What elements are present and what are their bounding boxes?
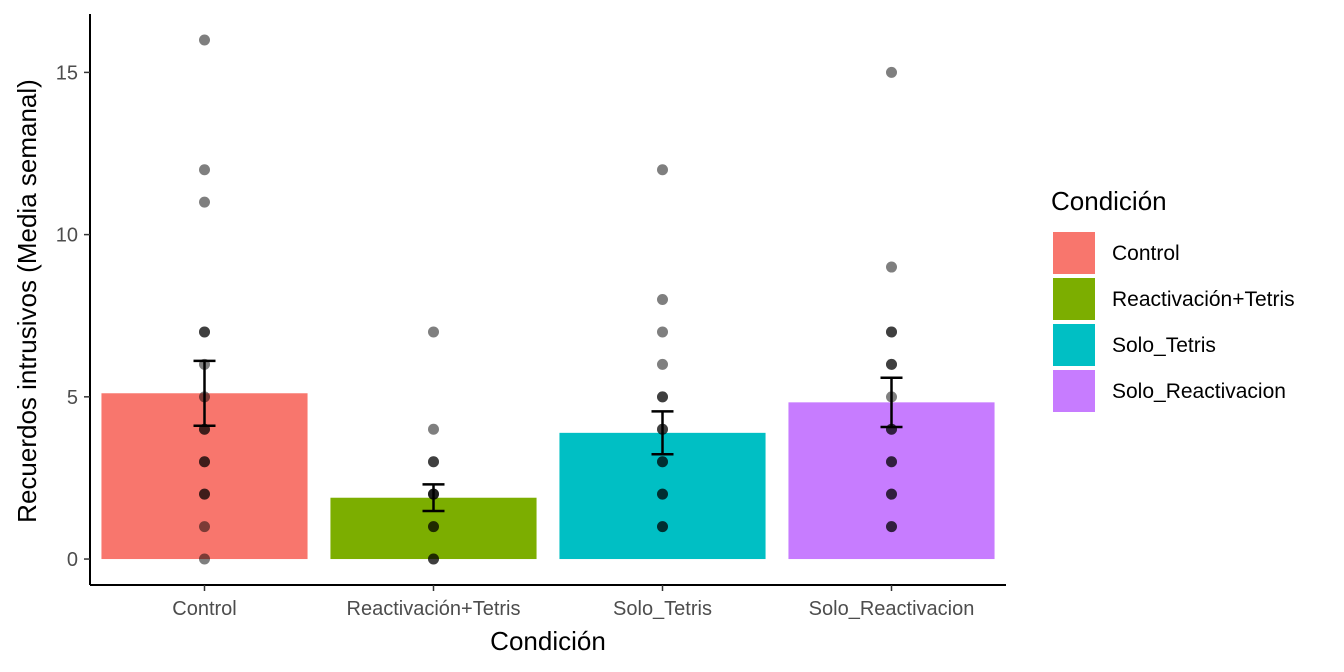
- data-point: [657, 391, 668, 403]
- data-point: [886, 326, 897, 338]
- data-point: [657, 488, 668, 500]
- y-tick-label: 5: [67, 387, 78, 409]
- data-point: [886, 358, 897, 370]
- legend-label: Solo_Reactivacion: [1112, 380, 1286, 403]
- legend-key: [1053, 370, 1095, 412]
- data-point: [199, 34, 210, 46]
- x-tick-label: Control: [172, 598, 236, 620]
- bars-layer: [101, 393, 995, 560]
- x-ticks: Control Reactivación+Tetris Solo_Tetris Sol…: [172, 585, 974, 620]
- data-point: [199, 488, 210, 500]
- data-point: [199, 326, 210, 338]
- data-point: [657, 294, 668, 305]
- legend-title: Condición: [1051, 186, 1167, 216]
- x-tick-label: Reactivación+Tetris: [347, 598, 521, 620]
- data-point: [199, 521, 210, 533]
- legend: Condición Control Reactivación+Tetris Solo…: [1051, 186, 1295, 412]
- y-ticks: 0 5 10 15: [56, 62, 90, 571]
- error-bar-2: [422, 483, 445, 513]
- legend-label: Reactivación+Tetris: [1112, 288, 1295, 311]
- legend-key: [1053, 324, 1095, 366]
- x-axis-title: Condición: [490, 626, 606, 656]
- data-point: [886, 66, 897, 78]
- data-point: [886, 521, 897, 533]
- data-point: [428, 553, 439, 565]
- data-point: [199, 456, 210, 468]
- data-point: [428, 326, 439, 338]
- legend-label: Control: [1112, 242, 1180, 265]
- data-point: [886, 488, 897, 500]
- data-point: [428, 521, 439, 533]
- error-bar-1: [193, 359, 216, 427]
- legend-key: [1053, 232, 1095, 274]
- y-tick-label: 15: [56, 62, 78, 84]
- axes-layer: [89, 14, 1006, 586]
- error-bar-4: [880, 376, 903, 429]
- data-point: [199, 553, 210, 565]
- y-tick-label: 10: [56, 225, 78, 247]
- data-point: [199, 164, 210, 176]
- data-point: [428, 423, 439, 435]
- errorbars-layer: [193, 359, 903, 513]
- data-point: [657, 456, 668, 468]
- data-point: [657, 521, 668, 533]
- x-tick-label: Solo_Reactivacion: [809, 598, 975, 620]
- legend-label: Solo_Tetris: [1112, 334, 1216, 357]
- data-point: [886, 456, 897, 468]
- data-point: [657, 358, 668, 370]
- y-axis-title: Recuerdos intrusivos (Media semanal): [12, 79, 42, 523]
- points-layer: [199, 34, 897, 565]
- data-point: [428, 456, 439, 468]
- data-point: [657, 164, 668, 176]
- data-point: [199, 196, 210, 208]
- data-point: [886, 261, 897, 273]
- y-tick-label: 0: [67, 549, 78, 571]
- data-point: [657, 326, 668, 338]
- error-bar-3: [651, 410, 674, 456]
- x-tick-label: Solo_Tetris: [613, 598, 712, 620]
- legend-key: [1053, 278, 1095, 320]
